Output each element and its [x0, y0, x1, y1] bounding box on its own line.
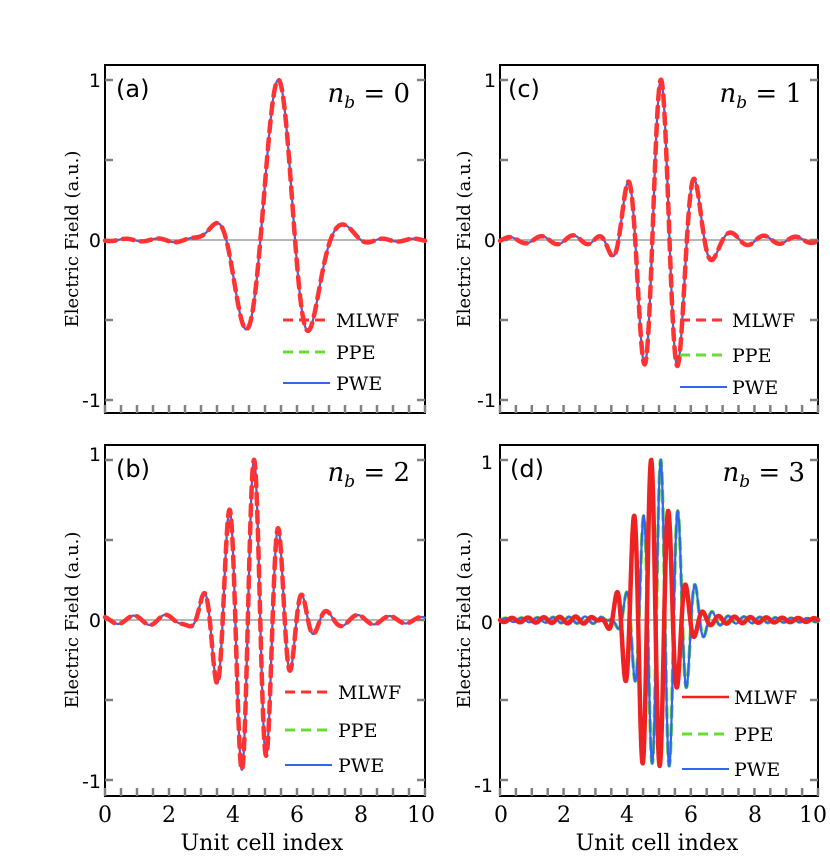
x-tick-labels: 0 2 4 6 8 10 [98, 803, 435, 828]
legend-label-ppe: PPE [336, 342, 375, 364]
curves [102, 77, 428, 334]
panel-c: 1 0 -1 Electric Field (a.u.) (c) nb = 1 … [454, 64, 821, 414]
ytick-label-0: 0 [89, 230, 101, 252]
legend-label-ppe: PPE [732, 345, 771, 367]
curves [497, 77, 821, 369]
xtick-label-0: 0 [98, 803, 112, 828]
y-axis-label: Electric Field (a.u.) [62, 151, 83, 328]
legend: MLWF PPE PWE [283, 310, 399, 395]
legend-label-pwe: PWE [338, 755, 384, 777]
xtick-label-4: 4 [620, 803, 634, 828]
nb-annotation: nb = 3 [723, 458, 806, 492]
ytick-label-0: 0 [481, 612, 493, 634]
curves [102, 457, 428, 773]
ytick-label-1: 1 [481, 452, 493, 474]
legend-label-ppe: PPE [734, 724, 773, 746]
nb-sub: b [344, 472, 355, 492]
legend-label-pwe: PWE [734, 759, 780, 781]
y-axis-label: Electric Field (a.u.) [454, 151, 475, 328]
legend-label-mlwf: MLWF [336, 310, 399, 332]
ytick-label-neg1: -1 [82, 390, 101, 412]
panel-b: 1 0 -1 Electric Field (a.u.) (b) nb = 2 … [62, 444, 435, 856]
ytick-label-1: 1 [484, 70, 496, 92]
xtick-label-8: 8 [354, 803, 368, 828]
panel-tag: (d) [510, 455, 544, 483]
legend-label-pwe: PWE [732, 377, 778, 399]
tick-marks [103, 458, 427, 796]
legend: MLWF PPE PWE [682, 687, 797, 781]
panel-tag: (a) [116, 75, 149, 103]
nb-eq: = 0 [355, 79, 410, 109]
x-axis-label: Unit cell index [181, 831, 344, 856]
legend-label-pwe: PWE [336, 373, 382, 395]
series-ppe-line [103, 78, 427, 333]
y-axis-label: Electric Field (a.u.) [454, 532, 475, 709]
nb-annotation: nb = 2 [328, 458, 411, 492]
nb-var: n [723, 458, 740, 488]
xtick-label-0: 0 [494, 803, 508, 828]
legend-label-mlwf: MLWF [338, 682, 401, 704]
curves [497, 457, 821, 769]
legend-label-ppe: PPE [338, 720, 377, 742]
nb-var: n [328, 79, 345, 109]
series-mlwf-line [102, 77, 428, 334]
tick-marks [498, 78, 820, 413]
series-mlwf-line [102, 457, 428, 773]
nb-annotation: nb = 0 [328, 79, 411, 113]
legend-label-mlwf: MLWF [734, 687, 797, 709]
series-mlwf-line [497, 457, 821, 769]
nb-sub: b [739, 472, 750, 492]
series-pwe-line [103, 78, 427, 332]
nb-eq: = 3 [750, 458, 805, 488]
nb-sub: b [736, 93, 747, 113]
x-axis-label: Unit cell index [576, 831, 739, 856]
series-pwe-line [498, 458, 820, 768]
xtick-label-10: 10 [799, 803, 827, 828]
xtick-label-8: 8 [748, 803, 762, 828]
legend: MLWF PPE PWE [680, 310, 795, 399]
ytick-label-1: 1 [89, 444, 101, 466]
xtick-label-2: 2 [162, 803, 176, 828]
panel-tag: (b) [116, 455, 150, 483]
xtick-label-6: 6 [684, 803, 698, 828]
nb-eq: = 2 [355, 458, 410, 488]
ytick-label-neg1: -1 [477, 390, 496, 412]
nb-eq: = 1 [747, 79, 802, 109]
ytick-label-neg1: -1 [474, 775, 493, 797]
x-tick-labels: 0 2 4 6 8 10 [494, 803, 827, 828]
xtick-label-6: 6 [290, 803, 304, 828]
series-mlwf-line [497, 77, 821, 369]
y-axis-label: Electric Field (a.u.) [62, 532, 83, 709]
nb-var: n [720, 79, 737, 109]
panel-a: 1 0 -1 Electric Field (a.u.) (a) nb = 0 … [62, 64, 428, 414]
nb-annotation: nb = 1 [720, 79, 803, 113]
ytick-label-neg1: -1 [82, 771, 101, 793]
nb-var: n [328, 458, 345, 488]
xtick-label-2: 2 [557, 803, 571, 828]
nb-sub: b [344, 93, 355, 113]
xtick-label-4: 4 [226, 803, 240, 828]
ytick-label-1: 1 [89, 70, 101, 92]
panel-d: 1 0 -1 Electric Field (a.u.) (d) nb = 3 … [454, 444, 827, 856]
xtick-label-10: 10 [407, 803, 435, 828]
panel-tag: (c) [508, 75, 540, 103]
ytick-label-0: 0 [89, 610, 101, 632]
legend-label-mlwf: MLWF [732, 310, 795, 332]
tick-marks [103, 78, 427, 413]
legend: MLWF PPE PWE [285, 682, 401, 777]
ytick-label-0: 0 [484, 230, 496, 252]
